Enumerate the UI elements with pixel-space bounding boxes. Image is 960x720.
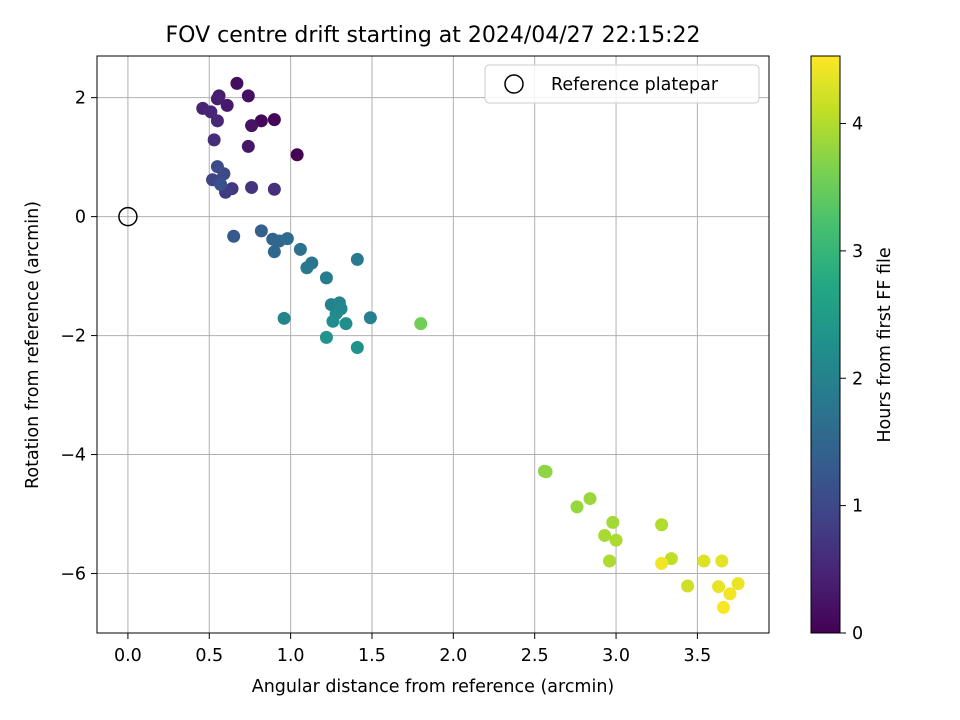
scatter-point [339,317,353,331]
x-tick-label: 2.0 [439,646,467,666]
axes-frame [96,55,770,634]
scatter-points [196,76,745,614]
scatter-point [267,113,281,127]
x-tick-label: 0.5 [195,646,223,666]
scatter-point [220,98,234,112]
chart-title: FOV centre drift starting at 2024/04/27 … [166,23,701,48]
colorbar-label: Hours from first FF file [875,247,895,442]
scatter-point [414,317,428,331]
x-axis-label: Angular distance from reference (arcmin) [252,677,615,697]
y-tick-label: 0 [75,208,86,228]
scatter-point [664,552,678,566]
x-tick-label: 0.0 [114,646,142,666]
scatter-point [267,245,281,259]
scatter-point [227,229,241,243]
colorbar-tick-label: 3 [852,242,863,262]
y-tick-label: −2 [60,327,86,347]
scatter-point [300,261,314,275]
colorbar-tick-label: 0 [852,624,863,644]
x-axis-ticks: 0.0 0.5 1.0 1.5 2.0 2.5 3.0 3.5 [114,633,711,666]
scatter-point [350,340,364,354]
scatter-point [731,577,745,591]
scatter-point [245,180,259,194]
scatter-point [326,314,340,328]
scatter-point [697,554,711,568]
scatter-point [539,465,553,479]
scatter-point [293,242,307,256]
x-tick-label: 2.5 [521,646,549,666]
scatter-point [280,232,294,246]
legend: Reference platepar [484,64,760,104]
scatter-point [319,271,333,285]
scatter-point [583,492,597,506]
scatter-point [609,533,623,547]
scatter-point [363,311,377,325]
grid-lines [97,56,769,633]
colorbar-tick-label: 4 [852,115,863,135]
colorbar-gradient [810,55,841,634]
scatter-point [570,500,584,514]
scatter-point [254,114,268,128]
scatter-point [350,252,364,266]
scatter-point [290,148,304,162]
scatter-point [210,114,224,128]
legend-marker [504,74,524,94]
colorbar-ticks: 0 1 2 3 4 [840,115,863,644]
y-tick-label: 2 [75,89,86,109]
scatter-point [319,330,333,344]
scatter-point [712,580,726,594]
colorbar: 0 1 2 3 4 Hours from first FF file [810,55,895,644]
legend-box [484,64,760,104]
scatter-point [715,554,729,568]
scatter-point [277,311,291,325]
scatter-point [230,76,244,90]
x-tick-label: 1.5 [358,646,386,666]
scatter-point [681,579,695,593]
scatter-point [241,89,255,103]
scatter-point [267,182,281,196]
scatter-point [254,224,268,238]
scatter-point [207,133,221,147]
colorbar-tick-label: 1 [852,497,863,517]
scatter-point [723,587,737,601]
scatter-point [655,518,669,532]
x-tick-label: 1.0 [277,646,305,666]
y-axis-ticks: 2 0 −2 −4 −6 [60,89,97,585]
x-tick-label: 3.5 [683,646,711,666]
scatter-point [716,600,730,614]
colorbar-tick-label: 2 [852,369,863,389]
y-tick-label: −4 [60,446,86,466]
scatter-point [210,92,224,106]
scatter-point [598,528,612,542]
scatter-point [241,139,255,153]
y-tick-label: −6 [60,565,86,585]
y-axis-label: Rotation from reference (arcmin) [23,201,43,489]
scatter-point [214,177,228,191]
scatter-point [245,119,259,133]
legend-label: Reference platepar [551,75,719,95]
scatter-point [606,515,620,529]
scatter-point [603,554,617,568]
x-tick-label: 3.0 [602,646,630,666]
scatter-point [210,160,224,174]
scatter-point [655,556,669,570]
scatter-point [204,105,218,119]
reference-platepar-marker [118,206,138,227]
